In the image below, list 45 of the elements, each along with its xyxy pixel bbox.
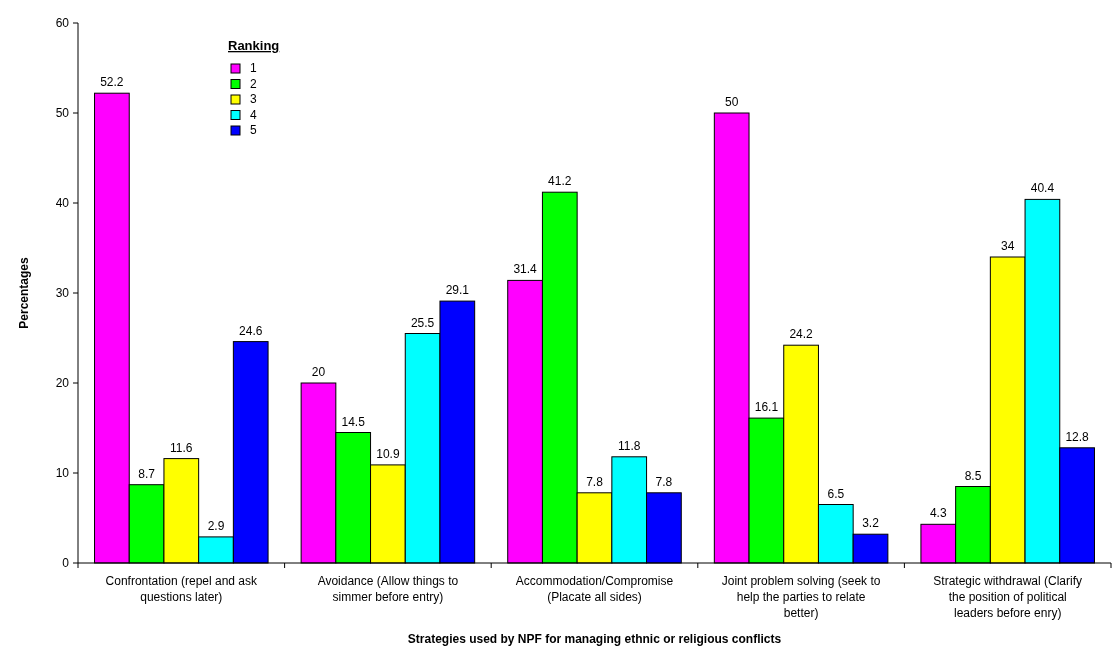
legend-label: 1 (250, 61, 257, 76)
data-label: 34 (1001, 239, 1015, 253)
data-label: 11.6 (170, 440, 193, 455)
y-axis-title: Percentages (17, 256, 31, 329)
x-tick-label: Strategic withdrawal (Clarify the position of political leaders before enry) (933, 574, 1083, 620)
y-tick-label: 10 (55, 466, 70, 481)
x-tick-label: Accommodation/Compromise (Placate all sides) (515, 574, 674, 604)
data-label: 24.2 (789, 327, 814, 342)
x-tick-label: Avoidance (Allow things to simmer before entry) (317, 574, 459, 604)
data-label: 52.2 (100, 75, 124, 90)
data-label: 6.5 (827, 486, 845, 501)
legend-label: 2 (250, 76, 257, 91)
data-label: 14.5 (341, 414, 366, 429)
data-label: 4.3 (929, 506, 947, 521)
data-label: 41.2 (548, 174, 572, 189)
data-label: 8.5 (964, 468, 982, 483)
y-tick-label: 30 (55, 286, 70, 301)
data-label: 29.1 (445, 283, 470, 298)
data-label: 31.4 (513, 262, 538, 277)
data-label: 25.5 (410, 315, 435, 330)
data-label: 3.2 (862, 516, 880, 531)
y-tick-label: 50 (55, 106, 70, 121)
data-label: 10.9 (376, 446, 400, 461)
data-label: 2.9 (207, 518, 225, 533)
y-tick-label: 40 (55, 196, 70, 211)
y-tick-label: 0 (62, 556, 70, 571)
data-label: 8.7 (138, 466, 156, 481)
data-label: 7.8 (655, 474, 673, 489)
x-axis-title: Strategies used by NPF for managing ethnic or religious conflicts (407, 632, 782, 646)
legend-label: 4 (250, 107, 257, 122)
data-label: 7.8 (586, 474, 604, 489)
x-tick-label: Confrontation (repel and ask questions later) (105, 574, 259, 604)
data-label: 40.4 (1030, 181, 1055, 196)
data-label: 11.8 (617, 438, 641, 453)
data-label: 24.6 (239, 323, 263, 338)
data-label: 12.8 (1065, 429, 1090, 444)
y-tick-label: 60 (55, 16, 70, 31)
data-label: 16.1 (754, 400, 779, 415)
x-tick-label: Joint problem solving (seek to help the parties to relate better) (721, 574, 881, 620)
legend-label: 3 (250, 92, 257, 107)
data-label: 50 (725, 95, 739, 109)
legend-title: Ranking (228, 38, 280, 53)
legend-label: 5 (250, 123, 257, 138)
data-label: 20 (311, 365, 326, 379)
y-tick-label: 20 (55, 376, 70, 391)
